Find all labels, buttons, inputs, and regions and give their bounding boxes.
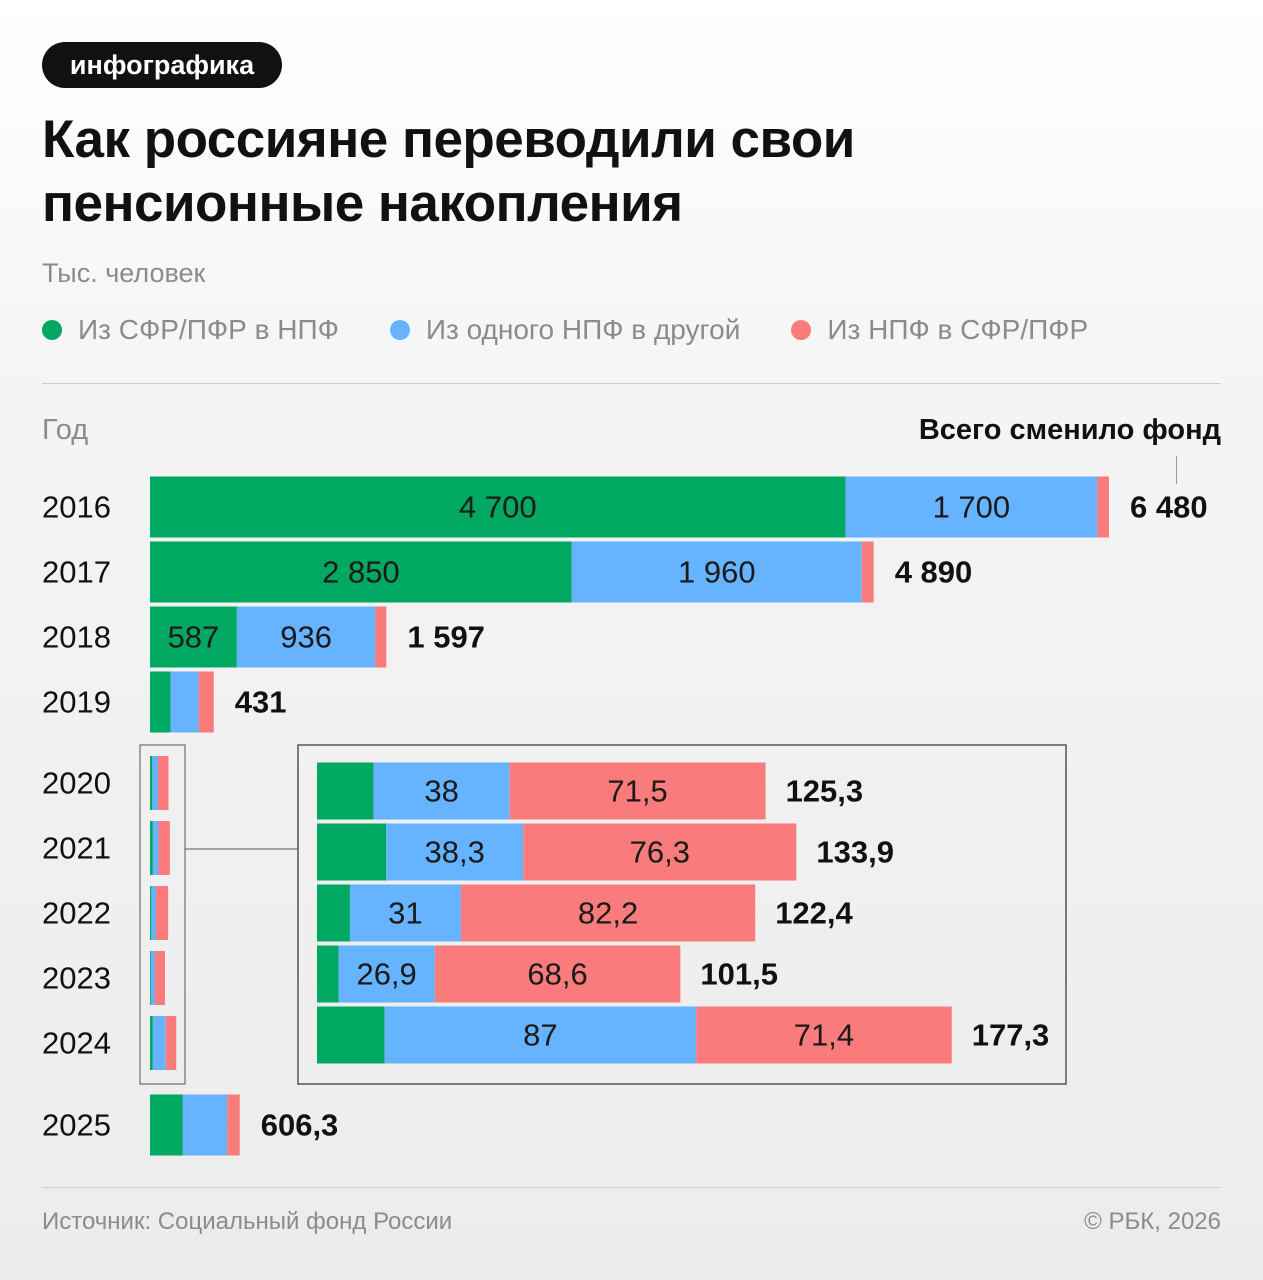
zoom-segment-label: 76,3 <box>630 835 690 870</box>
bar-segment <box>156 886 168 940</box>
bar-segment <box>171 672 199 733</box>
bar-segment <box>151 951 155 1005</box>
bar-segment <box>150 886 151 940</box>
zoom-bar-segment <box>317 763 374 820</box>
year-label: 2018 <box>42 620 111 655</box>
zoom-segment-label: 87 <box>523 1018 557 1053</box>
total-label: 606,3 <box>261 1108 339 1143</box>
bar-segment <box>166 1016 177 1070</box>
bar-segment <box>375 607 386 668</box>
total-label: 1 597 <box>407 620 485 655</box>
bar-segment <box>150 821 153 875</box>
divider-bottom <box>42 1187 1221 1188</box>
bar-segment <box>150 756 152 810</box>
segment-label: 1 960 <box>678 555 756 590</box>
bar-segment <box>1097 477 1109 538</box>
zoom-total-label: 122,4 <box>775 896 853 931</box>
zoom-segment-label: 38,3 <box>424 835 484 870</box>
zoom-segment-label: 68,6 <box>527 957 587 992</box>
bar-segment <box>150 1095 183 1156</box>
bar-segment <box>153 1016 166 1070</box>
year-label: 2023 <box>42 961 111 996</box>
bar-segment <box>862 542 874 603</box>
zoom-total-label: 133,9 <box>816 835 894 870</box>
zoom-segment-label: 26,9 <box>356 957 416 992</box>
year-label: 2020 <box>42 766 111 801</box>
zoom-total-label: 101,5 <box>700 957 778 992</box>
segment-label: 4 700 <box>459 490 537 525</box>
segment-label: 1 700 <box>933 490 1011 525</box>
zoom-segment-label: 71,4 <box>794 1018 854 1053</box>
bar-segment <box>158 756 169 810</box>
segment-label: 587 <box>168 620 220 655</box>
bar-segment <box>227 1095 239 1156</box>
bar-segment <box>150 1016 153 1070</box>
year-label: 2016 <box>42 490 111 525</box>
zoom-bar-segment <box>317 946 338 1003</box>
zoom-segment-label: 71,5 <box>607 774 667 809</box>
year-label: 2021 <box>42 831 111 866</box>
year-label: 2024 <box>42 1026 111 1061</box>
total-label: 431 <box>235 685 287 720</box>
zoom-bar-segment <box>317 824 386 881</box>
segment-label: 2 850 <box>322 555 400 590</box>
total-label: 4 890 <box>895 555 973 590</box>
bar-segment <box>153 821 159 875</box>
bar-segment <box>150 951 151 1005</box>
bar-segment <box>152 756 158 810</box>
copyright-note: © РБК, 2026 <box>1084 1208 1221 1236</box>
total-label: 6 480 <box>1130 490 1208 525</box>
zoom-bar-segment <box>317 1007 385 1064</box>
zoom-total-label: 125,3 <box>786 774 864 809</box>
source-note: Источник: Социальный фонд России <box>42 1208 452 1236</box>
year-label: 2017 <box>42 555 111 590</box>
segment-label: 936 <box>280 620 332 655</box>
bar-segment <box>199 672 214 733</box>
bar-segment <box>183 1095 227 1156</box>
zoom-segment-label: 31 <box>388 896 422 931</box>
zoom-bar-segment <box>317 885 350 942</box>
bar-segment <box>155 951 165 1005</box>
bar-segment <box>159 821 170 875</box>
zoom-segment-label: 38 <box>424 774 458 809</box>
zoom-total-label: 177,3 <box>972 1018 1050 1053</box>
year-label: 2019 <box>42 685 111 720</box>
bar-segment <box>150 672 171 733</box>
bar-segment <box>151 886 156 940</box>
year-label: 2022 <box>42 896 111 931</box>
year-label: 2025 <box>42 1108 111 1143</box>
stacked-bar-chart: 2016 2017 2018 2019 2020 2021 2022 2023 2024 2025… <box>0 0 1263 1180</box>
zoom-segment-label: 82,2 <box>578 896 638 931</box>
